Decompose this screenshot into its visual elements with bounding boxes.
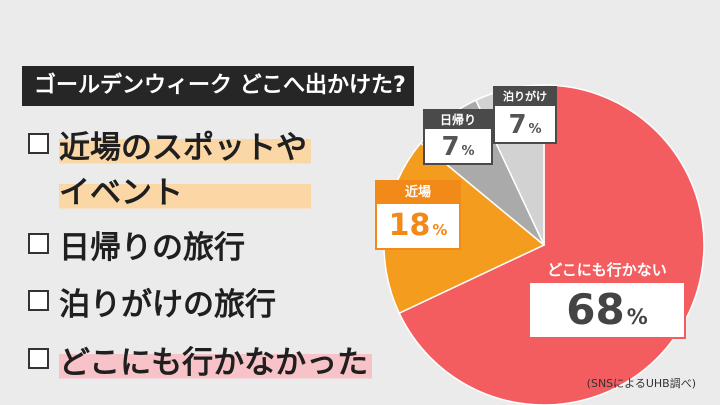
- label-daytrip-unit: %: [461, 144, 475, 159]
- label-daytrip-title: 日帰り: [425, 111, 491, 129]
- checkbox-icon: [28, 233, 49, 254]
- checkbox-icon: [28, 290, 49, 311]
- option-nearby-line1: 近場のスポットや: [59, 122, 311, 167]
- label-overnight-value: 7: [508, 110, 527, 140]
- checkbox-icon: [28, 348, 49, 369]
- chart-title: ゴールデンウィーク どこへ出かけた?: [22, 66, 414, 106]
- label-overnight: 泊りがけ 7%: [493, 86, 557, 144]
- option-daytrip: 日帰りの旅行: [28, 222, 249, 267]
- option-nowhere: どこにも行かなかった: [28, 337, 373, 382]
- option-daytrip-label: 日帰りの旅行: [59, 230, 245, 266]
- option-nearby-line2: イベント: [59, 167, 311, 212]
- label-nowhere-unit: %: [626, 305, 648, 329]
- label-nearby-unit: %: [432, 221, 448, 239]
- label-nearby: 近場 18%: [375, 180, 461, 250]
- label-overnight-unit: %: [528, 122, 542, 137]
- label-daytrip-value: 7: [441, 132, 460, 162]
- option-overnight-label: 泊りがけの旅行: [59, 287, 276, 323]
- label-nearby-value: 18: [388, 208, 431, 243]
- label-nowhere-value: 68: [566, 285, 625, 334]
- label-nowhere-title: どこにも行かない: [530, 257, 684, 283]
- option-nowhere-label: どこにも行かなかった: [59, 337, 373, 382]
- option-nearby: 近場のスポットや イベント: [28, 122, 311, 212]
- label-nowhere: どこにも行かない 68%: [528, 255, 686, 339]
- checkbox-icon: [28, 133, 49, 154]
- label-daytrip: 日帰り 7%: [423, 109, 493, 165]
- option-overnight: 泊りがけの旅行: [28, 279, 280, 324]
- label-nearby-title: 近場: [377, 182, 459, 204]
- source-note: (SNSによるUHB調べ): [586, 377, 696, 390]
- label-overnight-title: 泊りがけ: [495, 88, 555, 106]
